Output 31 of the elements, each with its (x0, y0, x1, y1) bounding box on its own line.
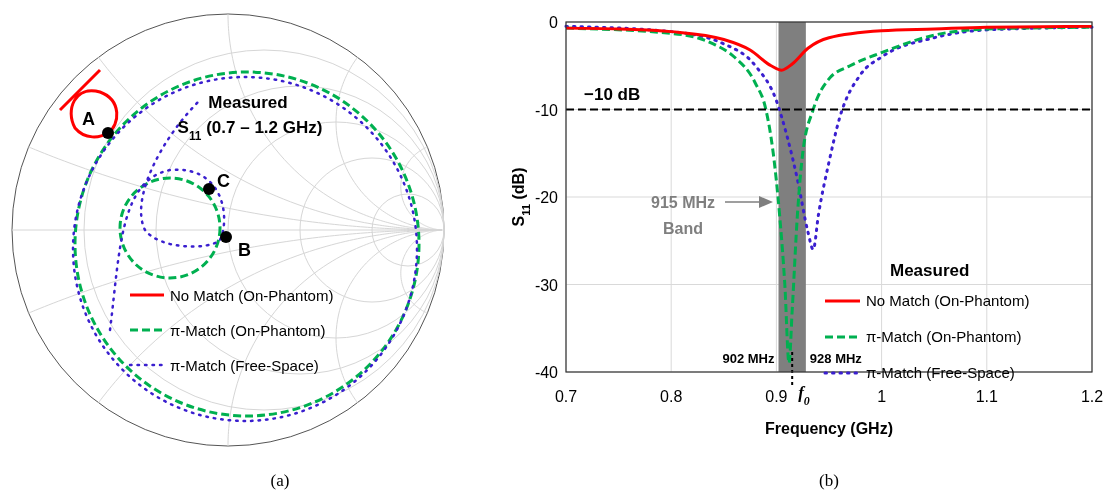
y-tick-label: -20 (534, 189, 559, 206)
legend-label: π-Match (Free-Space) (866, 364, 1015, 381)
x-tick-label: 0.7 (554, 388, 578, 405)
legend-label: No Match (On-Phantom) (866, 292, 1030, 309)
annotation: 902 MHz (722, 350, 775, 366)
y-tick-label: -10 (534, 101, 559, 119)
x-tick-label: 0.9 (765, 388, 788, 405)
text: S$_{11}$ (0.7 – 1.2 GHz) (177, 118, 323, 143)
legend-label: No Match (On-Phantom) (170, 287, 334, 304)
y-tick-label: -30 (534, 276, 559, 294)
x-tick-label: 1 (877, 388, 887, 405)
x-axis-title: Frequency (GHz) (764, 420, 894, 437)
x-tick-label: 1.1 (975, 388, 999, 405)
y-tick-label: 0 (549, 14, 559, 31)
text: Measured (208, 93, 288, 112)
text: A (82, 109, 95, 129)
x-tick-label: 0.8 (660, 388, 683, 405)
annotation: 915 MHz Band (650, 194, 716, 237)
ref-line-label: −10 dB (584, 84, 641, 104)
x-tick-label: 1.2 (1080, 388, 1104, 405)
text: (a) (270, 471, 290, 490)
text: C (217, 171, 230, 191)
annotation: 928 MHz (809, 350, 863, 366)
y-tick-label: -40 (534, 364, 559, 381)
legend-label: π-Match (On-Phantom) (170, 322, 326, 339)
legend-label: π-Match (On-Phantom) (866, 328, 1022, 345)
text: (b) (819, 471, 839, 490)
legend-title: Measured (890, 261, 970, 280)
text: B (238, 240, 251, 260)
legend-label: π-Match (Free-Space) (170, 357, 319, 374)
ref-line-label: f$_{0}$ (798, 383, 810, 408)
